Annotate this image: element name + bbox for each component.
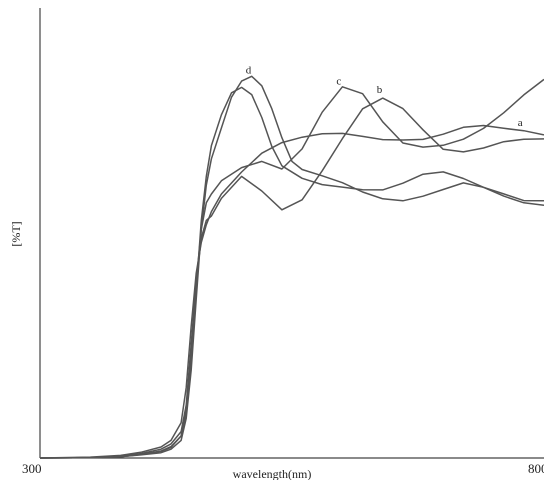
x-tick-label-max: 800 <box>528 461 544 476</box>
series-line-unlabeled-4 <box>39 86 544 459</box>
series-line-c <box>39 78 544 459</box>
series-line-b <box>39 97 544 459</box>
series-label-a: a <box>518 117 523 129</box>
x-tick-label-min: 300 <box>22 461 42 476</box>
x-axis-label: wavelength(nm) <box>233 467 312 480</box>
series-label-b: b <box>377 84 383 96</box>
series-layer: a b c d <box>39 64 544 459</box>
series-line-a <box>39 124 544 459</box>
series-label-d: d <box>246 64 252 76</box>
series-label-c: c <box>336 75 341 87</box>
y-axis-label: [%T] <box>9 221 23 246</box>
series-line-d <box>39 75 544 459</box>
